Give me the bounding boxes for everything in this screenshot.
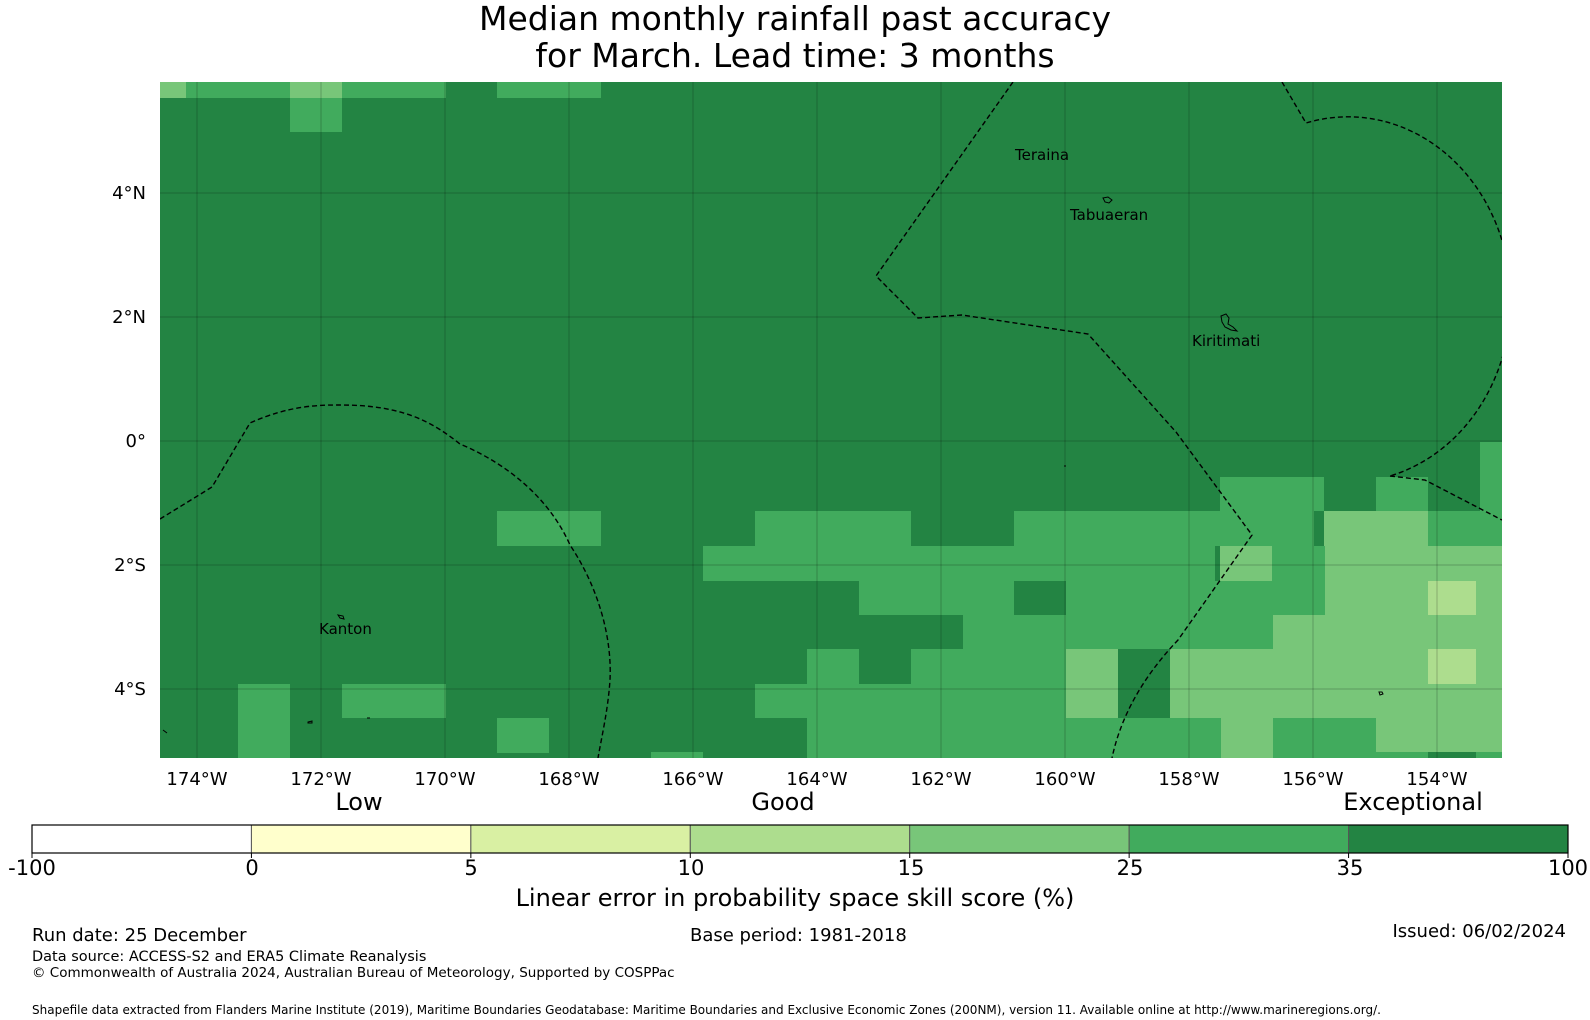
cb-tick-label: -100: [8, 856, 56, 880]
lon-label: 160°W: [1034, 769, 1095, 790]
place-kanton: Kanton: [319, 620, 372, 638]
cb-tick-label: 100: [1548, 856, 1588, 880]
lon-label: 154°W: [1406, 769, 1467, 790]
cb-tick-label: 25: [1117, 856, 1144, 880]
lat-label: 2°S: [114, 555, 146, 576]
data-source: Data source: ACCESS-S2 and ERA5 Climate …: [32, 949, 427, 965]
run-date: Run date: 25 December: [32, 925, 247, 946]
lon-label: 174°W: [166, 769, 227, 790]
map-area: [160, 82, 1502, 758]
chart-title: Median monthly rainfall past accuracy fo…: [0, 0, 1590, 74]
skill-cells-15-25: [160, 82, 1502, 758]
category-good: Good: [751, 788, 814, 816]
islands: [162, 196, 1384, 734]
colorbar: [31, 824, 1569, 858]
lon-label: 158°W: [1158, 769, 1219, 790]
colorbar-label: Linear error in probability space skill …: [515, 884, 1075, 912]
colorbar-segment: [909, 824, 1130, 854]
category-low: Low: [335, 788, 382, 816]
colorbar-segment: [31, 824, 252, 854]
lat-label: 4°N: [112, 183, 146, 204]
lon-label: 166°W: [662, 769, 723, 790]
place-labels: Teraina Tabuaeran Kiritimati Kanton: [319, 146, 1260, 638]
skill-cells-25-35: [186, 82, 1502, 758]
place-kiritimati: Kiritimati: [1192, 332, 1260, 350]
colorbar-segment: [1348, 824, 1569, 854]
colorbar-segment: [470, 824, 691, 854]
lon-label: 162°W: [910, 769, 971, 790]
lon-label: 168°W: [538, 769, 599, 790]
colorbar-frame: [31, 824, 1569, 854]
eez-boundaries: [160, 82, 1502, 758]
place-tabuaeran: Tabuaeran: [1069, 206, 1148, 224]
lat-tick-labels: 4°N 2°N 0° 2°S 4°S: [112, 183, 146, 700]
lat-label: 0°: [126, 431, 146, 452]
lon-label: 164°W: [786, 769, 847, 790]
colorbar-segment: [689, 824, 911, 854]
cb-tick-label: 35: [1337, 856, 1364, 880]
title-line-2: for March. Lead time: 3 months: [535, 36, 1055, 75]
copyright: © Commonwealth of Australia 2024, Austra…: [32, 965, 675, 981]
skill-cells-10-15: [1428, 581, 1476, 684]
lat-label: 4°S: [114, 679, 146, 700]
cb-tick-label: 0: [245, 856, 258, 880]
skill-cells-25-35-lower: [1273, 718, 1376, 758]
place-teraina: Teraina: [1014, 146, 1069, 164]
lon-tick-labels: 174°W 172°W 170°W 168°W 166°W 164°W 162°…: [166, 769, 1467, 790]
colorbar-categories: Low Good Exceptional: [335, 788, 1482, 816]
lon-label: 156°W: [1282, 769, 1343, 790]
title-line-1: Median monthly rainfall past accuracy: [478, 0, 1112, 38]
colorbar-segment: [1128, 824, 1350, 854]
lon-label: 170°W: [414, 769, 475, 790]
skill-cells-exceptional-lower: [1428, 752, 1476, 758]
shapefile-credit: Shapefile data extracted from Flanders M…: [32, 1003, 1381, 1017]
cb-tick-label: 15: [898, 856, 925, 880]
colorbar-segment: [250, 824, 472, 854]
cb-tick-label: 10: [678, 856, 705, 880]
lat-label: 2°N: [112, 307, 146, 328]
category-exceptional: Exceptional: [1343, 788, 1483, 816]
graticule: [160, 82, 1502, 758]
base-period: Base period: 1981-2018: [690, 925, 907, 946]
lon-label: 172°W: [290, 769, 351, 790]
issued-date: Issued: 06/02/2024: [1392, 921, 1566, 942]
colorbar-ticks: -100 0 5 10 15 25 35 100: [8, 856, 1588, 880]
cb-tick-label: 5: [464, 856, 477, 880]
